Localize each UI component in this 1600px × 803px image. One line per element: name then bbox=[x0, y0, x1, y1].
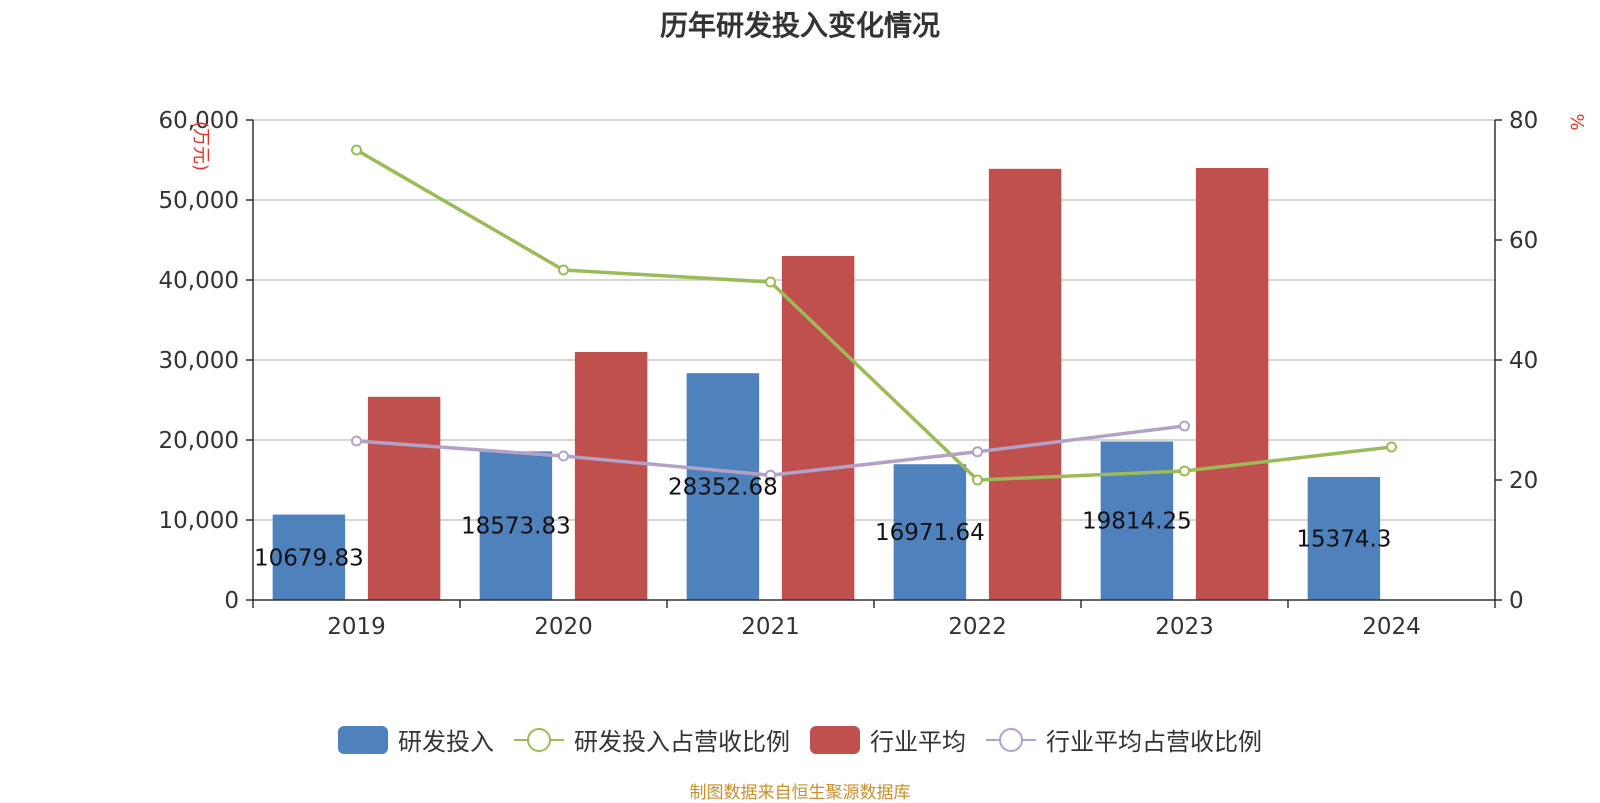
legend-swatch-rd bbox=[338, 726, 388, 754]
line-industry-ratio-point bbox=[1180, 422, 1189, 431]
bar-industry bbox=[782, 256, 854, 600]
line-rd-ratio-point bbox=[1387, 443, 1396, 452]
line-rd-ratio-point bbox=[1180, 467, 1189, 476]
bar-industry bbox=[368, 397, 440, 600]
y-left-tick-label: 40,000 bbox=[159, 268, 239, 294]
legend-label-rd-ratio: 研发投入占营收比例 bbox=[574, 722, 790, 757]
line-rd-ratio-point bbox=[559, 266, 568, 275]
y-left-tick-label: 20,000 bbox=[159, 428, 239, 454]
x-tick-label: 2023 bbox=[1155, 614, 1214, 640]
legend-swatch-industry bbox=[810, 726, 860, 754]
legend-label-industry: 行业平均 bbox=[870, 722, 966, 757]
legend-swatch-industry-ratio bbox=[986, 726, 1036, 754]
legend-item-rd[interactable]: 研发投入 bbox=[338, 722, 494, 757]
legend-item-industry[interactable]: 行业平均 bbox=[810, 722, 966, 757]
bar-industry bbox=[989, 169, 1061, 600]
line-rd-ratio-point bbox=[352, 146, 361, 155]
bar-data-label: 16971.64 bbox=[875, 520, 985, 546]
y-left-tick-label: 10,000 bbox=[159, 508, 239, 534]
line-industry-ratio-point bbox=[973, 447, 982, 456]
legend-label-industry-ratio: 行业平均占营收比例 bbox=[1046, 722, 1262, 757]
y-right-tick-label: 0 bbox=[1509, 588, 1524, 614]
y-left-tick-label: 30,000 bbox=[159, 348, 239, 374]
bar-data-label: 28352.68 bbox=[668, 475, 778, 501]
y-right-tick-label: 60 bbox=[1509, 228, 1538, 254]
bar-industry bbox=[575, 352, 647, 600]
y-right-tick-label: 20 bbox=[1509, 468, 1538, 494]
bar-data-label: 15374.3 bbox=[1296, 527, 1391, 553]
y-right-tick-label: 80 bbox=[1509, 108, 1538, 134]
x-tick-label: 2021 bbox=[741, 614, 800, 640]
legend-label-rd: 研发投入 bbox=[398, 722, 494, 757]
line-industry-ratio-point bbox=[352, 437, 361, 446]
data-source-note: 制图数据来自恒生聚源数据库 bbox=[0, 778, 1600, 803]
y-right-tick-label: 40 bbox=[1509, 348, 1538, 374]
y-left-unit-label: (万元) bbox=[190, 121, 211, 171]
x-tick-label: 2022 bbox=[948, 614, 1007, 640]
bar-data-label: 19814.25 bbox=[1082, 509, 1192, 535]
x-tick-label: 2019 bbox=[327, 614, 386, 640]
line-rd-ratio-point bbox=[766, 278, 775, 287]
legend-item-rd-ratio[interactable]: 研发投入占营收比例 bbox=[514, 722, 790, 757]
y-left-tick-label: 50,000 bbox=[159, 188, 239, 214]
line-rd-ratio-point bbox=[973, 476, 982, 485]
bar-data-label: 18573.83 bbox=[461, 514, 571, 540]
line-industry-ratio-point bbox=[559, 452, 568, 461]
x-tick-label: 2024 bbox=[1362, 614, 1421, 640]
legend-swatch-rd-ratio bbox=[514, 726, 564, 754]
bar-data-label: 10679.83 bbox=[254, 545, 364, 571]
y-right-unit-label: % bbox=[1566, 113, 1587, 130]
bar-industry bbox=[1196, 168, 1268, 600]
x-tick-label: 2020 bbox=[534, 614, 593, 640]
legend-item-industry-ratio[interactable]: 行业平均占营收比例 bbox=[986, 722, 1262, 757]
bars bbox=[273, 168, 1380, 600]
legend: 研发投入 研发投入占营收比例 行业平均 行业平均占营收比例 bbox=[0, 722, 1600, 757]
y-left-tick-label: 0 bbox=[224, 588, 239, 614]
